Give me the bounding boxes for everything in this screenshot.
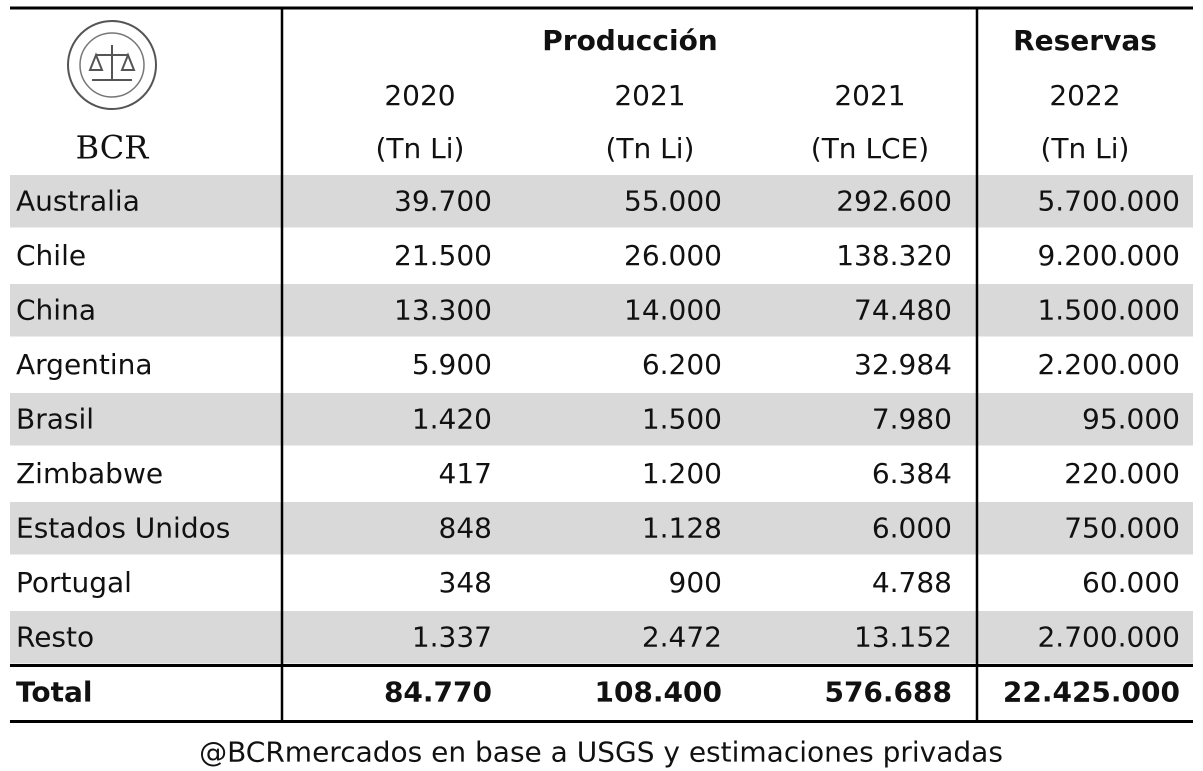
cell-value: 417 bbox=[439, 457, 492, 490]
footer: @BCRmercados en base a USGS y estimacion… bbox=[199, 736, 1003, 769]
total-value: 108.400 bbox=[594, 676, 722, 709]
logo bbox=[67, 20, 157, 110]
column-year: 2022 bbox=[1049, 79, 1120, 112]
column-unit: (Tn Li) bbox=[606, 132, 695, 165]
row-label: Zimbabwe bbox=[16, 457, 163, 490]
cell-value: 6.384 bbox=[872, 457, 952, 490]
cell-value: 95.000 bbox=[1082, 402, 1180, 435]
cell-value: 7.980 bbox=[872, 402, 952, 435]
cell-value: 9.200.000 bbox=[1037, 239, 1180, 272]
cell-value: 292.600 bbox=[836, 184, 952, 217]
total-value: 576.688 bbox=[824, 676, 952, 709]
cell-value: 21.500 bbox=[394, 239, 492, 272]
row-stripe bbox=[10, 284, 1193, 337]
total-value: 84.770 bbox=[384, 676, 492, 709]
cell-value: 2.700.000 bbox=[1037, 620, 1180, 653]
column-year: 2021 bbox=[834, 79, 905, 112]
column-unit: (Tn Li) bbox=[376, 132, 465, 165]
row-label: China bbox=[16, 293, 96, 326]
cell-value: 14.000 bbox=[624, 293, 722, 326]
cell-value: 6.200 bbox=[642, 348, 722, 381]
cell-value: 750.000 bbox=[1064, 511, 1180, 544]
cell-value: 6.000 bbox=[872, 511, 952, 544]
cell-value: 1.128 bbox=[642, 511, 722, 544]
total-label: Total bbox=[16, 676, 93, 709]
cell-value: 60.000 bbox=[1082, 566, 1180, 599]
column-unit: (Tn Li) bbox=[1041, 132, 1130, 165]
cell-value: 5.900 bbox=[412, 348, 492, 381]
cell-value: 348 bbox=[439, 566, 492, 599]
cell-value: 2.200.000 bbox=[1037, 348, 1180, 381]
cell-value: 55.000 bbox=[624, 184, 722, 217]
logo-text: BCR bbox=[76, 129, 150, 167]
cell-value: 1.420 bbox=[412, 402, 492, 435]
row-label: Argentina bbox=[16, 348, 153, 381]
group-header: Reservas bbox=[1013, 24, 1157, 57]
column-unit: (Tn LCE) bbox=[811, 132, 929, 165]
row-stripe bbox=[10, 175, 1193, 228]
cell-value: 1.500.000 bbox=[1037, 293, 1180, 326]
cell-value: 32.984 bbox=[854, 348, 952, 381]
cell-value: 2.472 bbox=[642, 620, 722, 653]
cell-value: 138.320 bbox=[836, 239, 952, 272]
row-label: Estados Unidos bbox=[16, 511, 230, 544]
row-label: Chile bbox=[16, 239, 86, 272]
cell-value: 39.700 bbox=[394, 184, 492, 217]
cell-value: 1.337 bbox=[412, 620, 492, 653]
row-label: Portugal bbox=[16, 566, 132, 599]
row-label: Australia bbox=[16, 184, 140, 217]
row-label: Resto bbox=[16, 620, 94, 653]
total-value: 22.425.000 bbox=[1003, 676, 1180, 709]
group-header: Producción bbox=[542, 24, 718, 57]
cell-value: 5.700.000 bbox=[1037, 184, 1180, 217]
cell-value: 4.788 bbox=[872, 566, 952, 599]
row-stripe bbox=[10, 611, 1193, 664]
column-year: 2021 bbox=[614, 79, 685, 112]
cell-value: 848 bbox=[439, 511, 492, 544]
row-label: Brasil bbox=[16, 402, 94, 435]
cell-value: 74.480 bbox=[854, 293, 952, 326]
column-year: 2020 bbox=[384, 79, 455, 112]
row-stripe bbox=[10, 502, 1193, 555]
cell-value: 1.200 bbox=[642, 457, 722, 490]
cell-value: 13.300 bbox=[394, 293, 492, 326]
row-stripe bbox=[10, 393, 1193, 446]
cell-value: 13.152 bbox=[854, 620, 952, 653]
cell-value: 900 bbox=[669, 566, 722, 599]
cell-value: 26.000 bbox=[624, 239, 722, 272]
cell-value: 1.500 bbox=[642, 402, 722, 435]
cell-value: 220.000 bbox=[1064, 457, 1180, 490]
